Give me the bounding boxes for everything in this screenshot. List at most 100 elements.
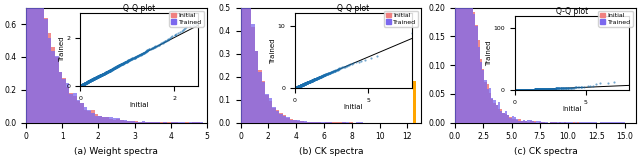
Bar bbox=[523, 121, 525, 123]
Bar bbox=[269, 98, 272, 123]
Bar bbox=[477, 40, 480, 123]
Bar bbox=[604, 122, 607, 123]
Bar bbox=[116, 119, 120, 123]
Bar bbox=[500, 109, 502, 123]
Bar bbox=[77, 101, 80, 123]
Bar bbox=[518, 119, 520, 123]
Bar bbox=[563, 122, 566, 123]
Bar bbox=[113, 118, 116, 123]
Bar bbox=[48, 33, 51, 123]
Bar bbox=[80, 103, 84, 123]
Bar bbox=[134, 122, 138, 123]
Bar bbox=[486, 89, 489, 123]
Bar bbox=[248, 0, 251, 123]
Bar bbox=[149, 122, 152, 123]
Bar bbox=[550, 122, 552, 123]
Bar bbox=[272, 107, 276, 123]
Bar bbox=[138, 122, 141, 123]
Bar bbox=[561, 122, 563, 123]
Bar bbox=[138, 122, 141, 123]
Bar bbox=[310, 122, 314, 123]
Bar bbox=[554, 122, 557, 123]
Bar bbox=[44, 19, 48, 123]
Bar bbox=[251, 27, 255, 123]
Bar bbox=[40, 0, 44, 123]
Bar bbox=[468, 0, 471, 123]
X-axis label: (b) CK spectra: (b) CK spectra bbox=[299, 147, 363, 156]
Bar bbox=[523, 120, 525, 123]
Bar bbox=[80, 103, 84, 123]
Bar bbox=[514, 117, 516, 123]
Bar bbox=[489, 88, 491, 123]
Bar bbox=[498, 102, 500, 123]
Bar bbox=[95, 114, 99, 123]
Bar bbox=[182, 122, 185, 123]
Bar bbox=[307, 122, 310, 123]
X-axis label: (a) Weight spectra: (a) Weight spectra bbox=[74, 147, 158, 156]
Bar bbox=[69, 93, 73, 123]
Bar bbox=[480, 62, 482, 123]
Bar bbox=[496, 105, 498, 123]
Bar bbox=[296, 120, 300, 123]
Bar bbox=[511, 119, 514, 123]
Bar bbox=[124, 120, 127, 123]
Bar bbox=[509, 117, 511, 123]
Bar bbox=[328, 122, 332, 123]
Bar bbox=[300, 121, 303, 123]
Bar bbox=[482, 69, 484, 123]
Bar bbox=[244, 0, 248, 123]
Bar bbox=[477, 47, 480, 123]
Bar bbox=[607, 122, 609, 123]
Bar bbox=[484, 80, 486, 123]
Bar bbox=[460, 0, 462, 123]
Bar bbox=[457, 0, 460, 123]
Bar bbox=[541, 122, 543, 123]
Bar bbox=[609, 122, 611, 123]
Bar bbox=[293, 120, 296, 123]
Bar bbox=[536, 121, 539, 123]
Bar bbox=[262, 82, 265, 123]
Bar bbox=[66, 83, 69, 123]
Bar bbox=[468, 0, 471, 123]
Bar bbox=[611, 122, 613, 123]
Bar bbox=[77, 100, 80, 123]
Bar bbox=[171, 122, 174, 123]
Bar bbox=[102, 117, 106, 123]
Bar bbox=[283, 116, 286, 123]
Bar bbox=[265, 94, 269, 123]
Bar bbox=[241, 0, 244, 123]
Bar bbox=[73, 93, 77, 123]
Bar bbox=[109, 119, 113, 123]
Bar bbox=[462, 0, 464, 123]
Bar bbox=[163, 122, 167, 123]
Bar bbox=[613, 122, 616, 123]
Bar bbox=[539, 121, 541, 123]
Bar bbox=[505, 114, 507, 123]
Bar bbox=[40, 0, 44, 123]
Bar bbox=[486, 84, 489, 123]
Bar bbox=[471, 0, 473, 123]
Bar bbox=[29, 0, 33, 123]
Bar bbox=[55, 56, 59, 123]
Bar bbox=[69, 94, 73, 123]
Bar bbox=[467, 0, 468, 123]
Bar bbox=[520, 121, 523, 123]
Bar bbox=[248, 0, 251, 123]
Bar bbox=[255, 51, 258, 123]
Bar bbox=[595, 122, 597, 123]
Bar bbox=[265, 95, 269, 123]
Bar bbox=[534, 122, 536, 123]
Bar bbox=[543, 122, 545, 123]
Bar bbox=[505, 111, 507, 123]
Bar bbox=[99, 116, 102, 123]
Bar bbox=[279, 114, 283, 123]
Bar bbox=[149, 122, 152, 123]
Bar bbox=[276, 111, 279, 123]
Bar bbox=[84, 107, 88, 123]
Bar bbox=[44, 18, 48, 123]
Bar bbox=[106, 116, 109, 123]
Bar bbox=[482, 70, 484, 123]
Bar bbox=[127, 121, 131, 123]
Bar bbox=[473, 12, 476, 123]
Bar bbox=[493, 100, 496, 123]
